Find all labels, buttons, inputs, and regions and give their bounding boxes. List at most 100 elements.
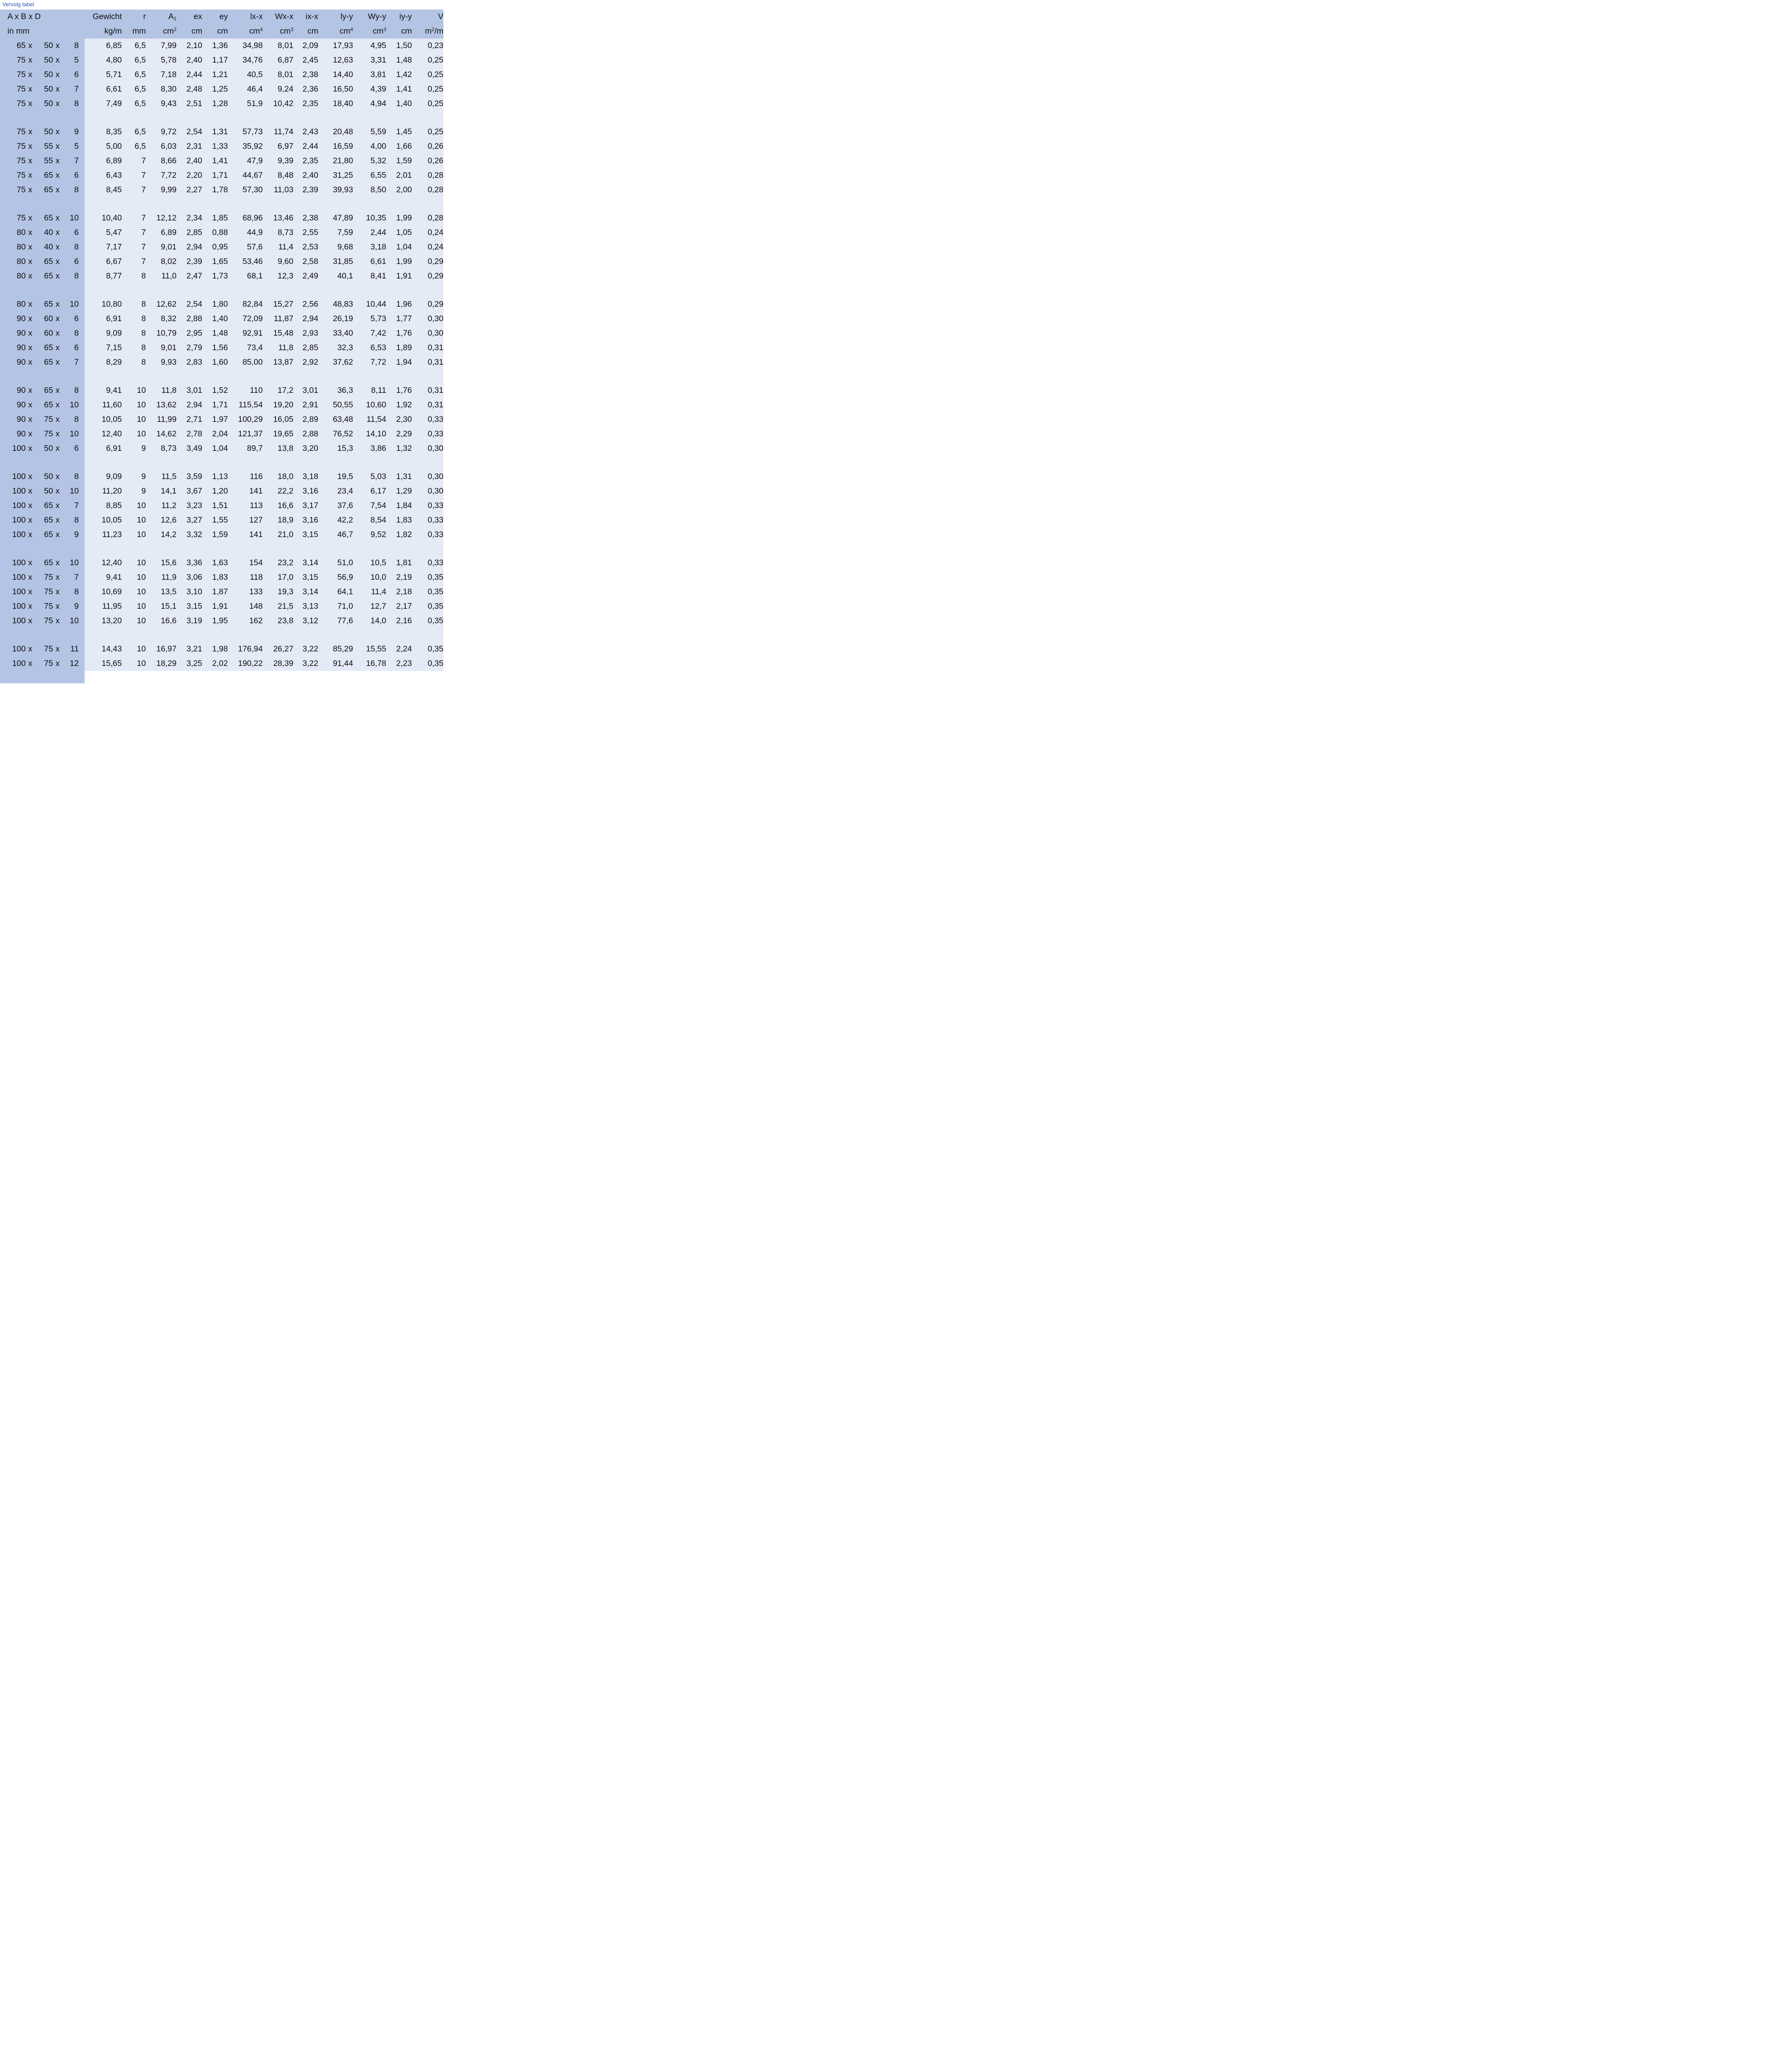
- cell-gewicht: 9,41: [85, 570, 122, 585]
- multiply-symbol-1: x: [28, 501, 32, 511]
- cell-v: 0,35: [412, 570, 443, 585]
- unit-wxx: cm3: [263, 24, 293, 39]
- dimension-b: 65: [44, 530, 53, 540]
- dimension-a: 100: [12, 558, 26, 568]
- dimension-b: 75: [44, 429, 53, 439]
- profile-dimension-group: 80 x 65 x 10: [0, 297, 85, 312]
- cell-ex: 3,21: [177, 642, 202, 657]
- cell-ex: 2,54: [177, 297, 202, 312]
- cell-v: 0,33: [412, 427, 443, 442]
- dimension-b: 50: [44, 41, 53, 51]
- cell-iyy: 1,83: [386, 513, 412, 528]
- profile-dimension-group: 100 x 75 x 11: [0, 642, 85, 656]
- cell-v: 0,24: [412, 225, 443, 240]
- table-row: 100 x 75 x 9 11,95 10 15,1 3,15 1,91 148 21,5 3,13 71…: [0, 599, 443, 614]
- cell-wyy: 7,54: [353, 499, 386, 513]
- cell-iyy: 1,92: [386, 398, 412, 413]
- cell-profile-dimensions: 90 x 65 x 7: [0, 355, 85, 370]
- unit-lxx: cm4: [228, 24, 263, 39]
- multiply-symbol-1: x: [28, 343, 32, 353]
- cell-gewicht: 5,71: [85, 68, 122, 82]
- cell-wxx: 19,20: [263, 398, 293, 413]
- cell-wyy: 10,60: [353, 398, 386, 413]
- dimension-a: 75: [17, 171, 26, 180]
- spacer-data-band: [85, 542, 443, 556]
- cell-r: 7: [122, 211, 146, 226]
- cell-r: 10: [122, 642, 146, 657]
- table-row: 90 x 65 x 10 11,60 10 13,62 2,94 1,71 115,54 19,20 2…: [0, 398, 443, 413]
- cell-gewicht: 6,61: [85, 82, 122, 97]
- unit-wyy: cm3: [353, 24, 386, 39]
- cell-profile-dimensions: 65 x 50 x 8: [0, 39, 85, 53]
- cell-gewicht: 10,80: [85, 297, 122, 312]
- cell-ixx: 2,43: [293, 125, 318, 140]
- profile-dimension-group: 90 x 65 x 7: [0, 355, 85, 370]
- cell-v: 0,25: [412, 53, 443, 68]
- cell-profile-dimensions: 80 x 65 x 8: [0, 269, 85, 284]
- cell-iyy: 1,29: [386, 484, 412, 499]
- cell-lyy: 16,50: [318, 82, 353, 97]
- dimension-d: 10: [70, 213, 79, 223]
- unit-r: mm: [122, 24, 146, 39]
- dimension-d: 10: [70, 400, 79, 410]
- dimension-a: 75: [17, 127, 26, 137]
- cell-iyy: 1,05: [386, 225, 412, 240]
- cell-a1: 15,1: [146, 599, 177, 614]
- cell-profile-dimensions: 75 x 55 x 5: [0, 139, 85, 154]
- cell-ex: 2,51: [177, 97, 202, 111]
- cell-v: 0,29: [412, 297, 443, 312]
- cell-iyy: 1,40: [386, 97, 412, 111]
- cell-a1: 12,62: [146, 297, 177, 312]
- cell-wyy: 8,11: [353, 383, 386, 398]
- cell-r: 10: [122, 513, 146, 528]
- cell-a1: 15,6: [146, 556, 177, 571]
- cell-lxx: 127: [228, 513, 263, 528]
- dimension-d: 10: [70, 616, 79, 626]
- cell-ey: 1,41: [202, 154, 228, 169]
- cell-ex: 3,25: [177, 656, 202, 671]
- profile-dimension-group: 100 x 75 x 9: [0, 599, 85, 614]
- cell-ixx: 2,93: [293, 326, 318, 341]
- multiply-symbol-2: x: [56, 314, 60, 324]
- cell-profile-dimensions: 100 x 65 x 10: [0, 556, 85, 571]
- cell-r: 10: [122, 383, 146, 398]
- cell-iyy: 2,16: [386, 614, 412, 629]
- table-row: 75 x 65 x 6 6,43 7 7,72 2,20 1,71 44,67 8,48 2,40 31,…: [0, 168, 443, 183]
- multiply-symbol-1: x: [28, 386, 32, 395]
- cell-lxx: 115,54: [228, 398, 263, 413]
- cell-ixx: 2,38: [293, 68, 318, 82]
- multiply-symbol-2: x: [56, 85, 60, 94]
- cell-wxx: 12,3: [263, 269, 293, 284]
- cell-ey: 1,97: [202, 412, 228, 427]
- cell-r: 10: [122, 570, 146, 585]
- cell-iyy: 2,00: [386, 183, 412, 198]
- cell-r: 9: [122, 470, 146, 484]
- table-row: 75 x 50 x 7 6,61 6,5 8,30 2,48 1,25 46,4 9,24 2,36 16…: [0, 82, 443, 97]
- multiply-symbol-1: x: [28, 487, 32, 496]
- table-row: 100 x 75 x 11 14,43 10 16,97 3,21 1,98 176,94 26,27…: [0, 642, 443, 657]
- cell-lyy: 14,40: [318, 68, 353, 82]
- cell-wxx: 19,65: [263, 427, 293, 442]
- cell-wyy: 6,53: [353, 341, 386, 356]
- group-spacer-row: [0, 456, 443, 470]
- profile-dimension-group: 75 x 50 x 8: [0, 97, 85, 111]
- table-row: 75 x 50 x 8 7,49 6,5 9,43 2,51 1,28 51,9 10,42 2,35 1…: [0, 97, 443, 111]
- cell-wyy: 11,4: [353, 585, 386, 600]
- dimension-b: 65: [44, 343, 53, 353]
- dimension-a: 100: [12, 587, 26, 597]
- table-caption: Vervolg tabel: [2, 1, 34, 7]
- multiply-symbol-2: x: [56, 429, 60, 439]
- steel-profile-table: A x B x D Gewicht r A1 ex ey lx-x Wx-x i…: [0, 10, 443, 684]
- dimension-a: 75: [17, 85, 26, 94]
- cell-lyy: 40,1: [318, 269, 353, 284]
- cell-gewicht: 9,41: [85, 383, 122, 398]
- cell-profile-dimensions: 75 x 65 x 6: [0, 168, 85, 183]
- dimension-b: 50: [44, 127, 53, 137]
- table-row: 90 x 60 x 6 6,91 8 8,32 2,88 1,40 72,09 11,87 2,94 26…: [0, 312, 443, 327]
- cell-a1: 12,6: [146, 513, 177, 528]
- multiply-symbol-1: x: [28, 142, 32, 151]
- cell-lxx: 162: [228, 614, 263, 629]
- cell-v: 0,25: [412, 68, 443, 82]
- cell-gewicht: 11,23: [85, 528, 122, 542]
- multiply-symbol-1: x: [28, 185, 32, 195]
